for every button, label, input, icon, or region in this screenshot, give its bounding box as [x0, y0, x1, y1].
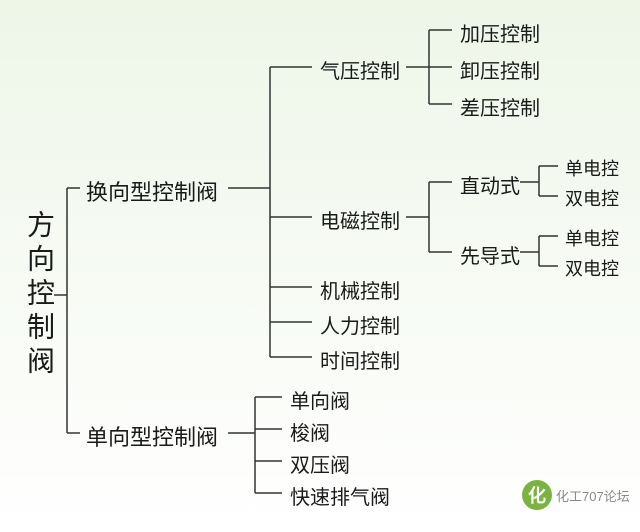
watermark-label: 化工707论坛: [556, 486, 630, 505]
watermark-icon: 化: [522, 480, 552, 510]
tree-lines: [0, 0, 640, 532]
watermark-icon-text: 化: [528, 482, 546, 508]
